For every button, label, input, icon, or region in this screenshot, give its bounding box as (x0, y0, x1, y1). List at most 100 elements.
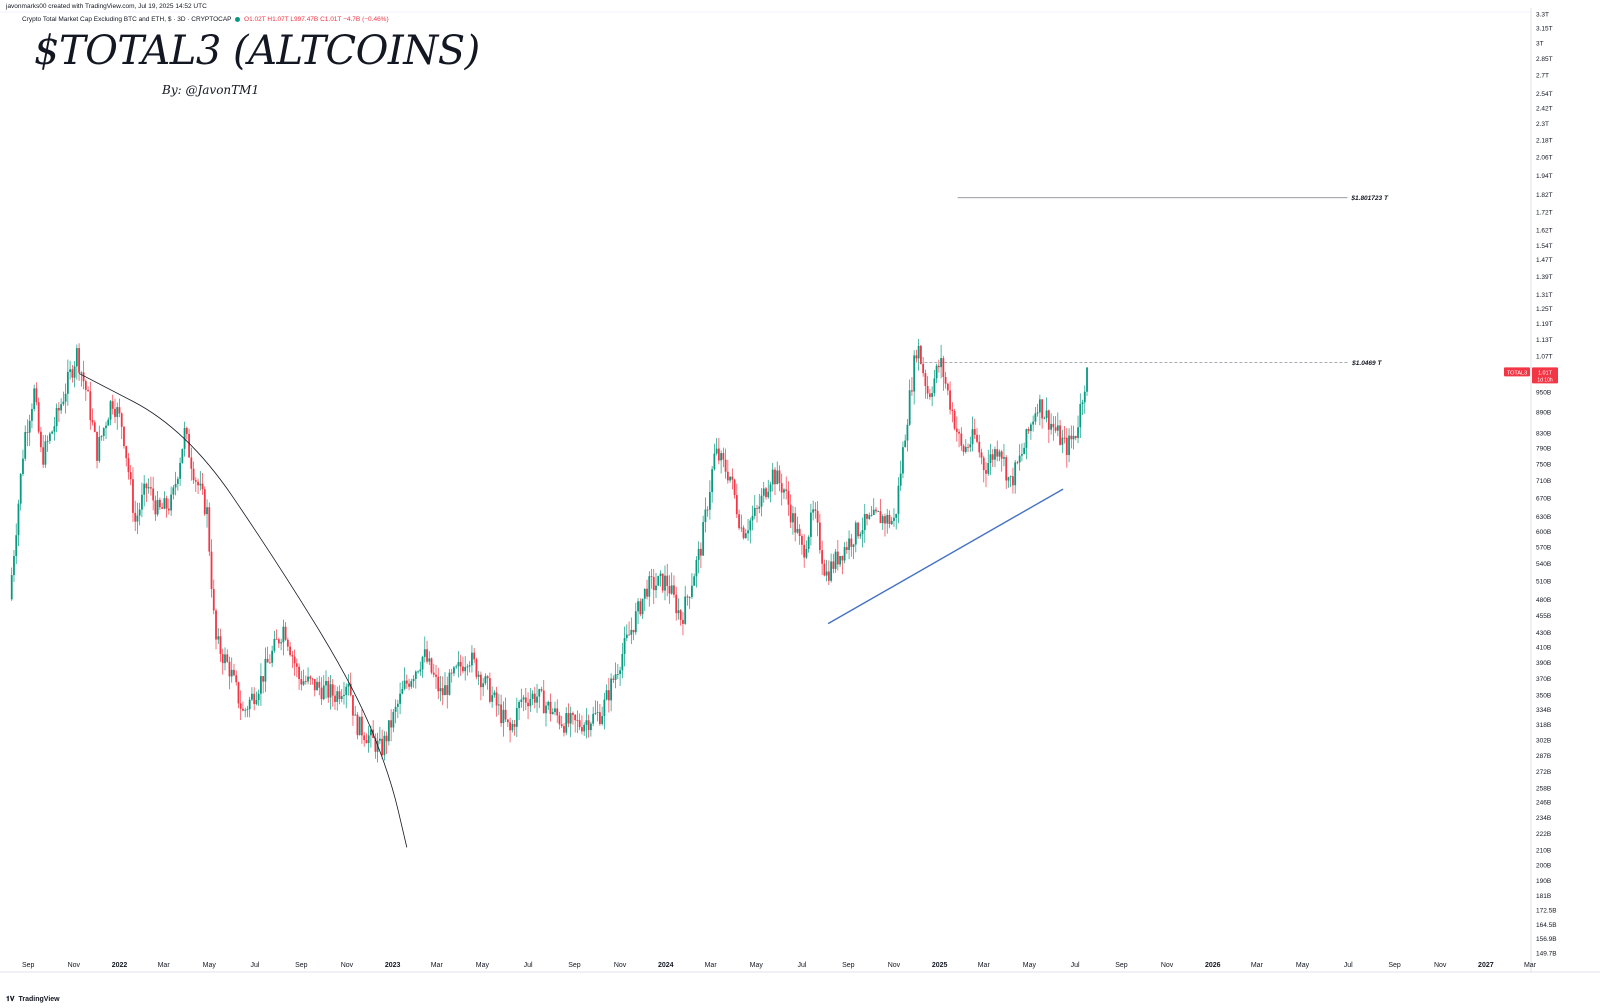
candle-body (787, 490, 790, 505)
status-dot-icon (235, 16, 241, 22)
candle-body (197, 481, 199, 486)
candle-body (291, 655, 294, 657)
candle-body (722, 453, 725, 460)
candle-body (396, 703, 399, 707)
candle-body (497, 704, 500, 706)
candle-body (1012, 476, 1014, 486)
candle-body (282, 626, 285, 643)
candle-body (163, 498, 166, 509)
y-tick-label: 149.7B (1536, 951, 1557, 958)
candle-body (648, 576, 651, 597)
candle-body (625, 634, 628, 639)
y-tick-label: 670B (1536, 496, 1551, 503)
candle-body (457, 662, 460, 667)
candle-body (201, 483, 204, 490)
candle-body (700, 548, 702, 556)
candle-body (637, 601, 639, 612)
candle-body (679, 610, 682, 620)
candle-body (747, 530, 749, 534)
candle-body (118, 407, 121, 414)
ohlc-open: O1.02T (244, 16, 266, 23)
candle-body (158, 499, 161, 508)
y-tick-label: 318B (1536, 722, 1551, 729)
x-tick-label: 2025 (932, 962, 948, 969)
candle-body (870, 514, 873, 516)
candle-body (731, 476, 734, 480)
candle-body (863, 513, 866, 531)
candle-body (150, 487, 152, 489)
candle-body (872, 509, 875, 515)
candle-body (614, 674, 617, 680)
candle-body (798, 528, 801, 536)
candle-body (251, 693, 253, 700)
candle-body (551, 712, 554, 715)
candle-body (347, 683, 350, 687)
candle-body (15, 535, 18, 556)
x-tick-label: May (1023, 962, 1037, 969)
candle-body (895, 513, 898, 518)
candle-body (563, 726, 565, 733)
x-tick-label: Jul (797, 962, 806, 969)
y-tick-label: 2.42T (1536, 106, 1553, 113)
candle-body (989, 454, 992, 464)
candle-body (374, 737, 377, 752)
candle-body (596, 712, 599, 713)
candle-body (742, 527, 745, 539)
candle-body (210, 551, 213, 590)
x-tick-label: 2023 (385, 962, 401, 969)
x-tick-label: May (1296, 962, 1310, 969)
candle-body (845, 547, 848, 550)
candle-body (89, 391, 92, 421)
x-tick-label: Sep (842, 962, 855, 969)
price-badge-countdown: 1d 10h (1537, 377, 1553, 383)
candle-body (331, 684, 334, 696)
candle-body (62, 401, 65, 405)
y-tick-label: 600B (1536, 529, 1551, 536)
candle-body (419, 669, 422, 672)
y-tick-label: 172.5B (1536, 907, 1557, 914)
y-tick-label: 2.18T (1536, 137, 1553, 144)
candle-body (293, 656, 296, 664)
candle-body (834, 551, 837, 569)
candle-body (421, 656, 424, 670)
candle-body (224, 654, 226, 664)
candle-body (506, 719, 509, 723)
candle-body (334, 695, 336, 702)
candle-body (542, 690, 545, 714)
candle-body (1007, 477, 1010, 481)
candle-body (991, 454, 994, 460)
brand-label: TradingView (18, 996, 60, 1003)
candle-body (780, 483, 783, 493)
candle-body (783, 489, 785, 493)
candle-body (459, 662, 462, 667)
candle-body (607, 690, 610, 701)
tradingview-brand: 𝟏𝐕 TradingView (6, 996, 60, 1004)
candle-body (468, 665, 471, 667)
candle-body (361, 716, 363, 736)
candle-body (284, 626, 287, 640)
candle-body (387, 720, 390, 742)
y-tick-label: 3.3T (1536, 12, 1549, 19)
candle-body (794, 513, 797, 533)
candle-body (810, 512, 812, 537)
candle-body (354, 714, 357, 716)
candle-body (881, 516, 884, 524)
candle-body (1036, 412, 1039, 414)
candle-body (998, 451, 1001, 457)
y-tick-label: 1.82T (1536, 192, 1553, 199)
candle-body (1047, 410, 1050, 430)
candle-body (298, 666, 300, 680)
candle-body (677, 610, 680, 614)
candle-body (235, 675, 238, 683)
candle-body (720, 453, 723, 461)
candle-body (994, 449, 996, 460)
x-tick-label: Jul (1071, 962, 1080, 969)
candle-body (657, 576, 660, 586)
y-tick-label: 890B (1536, 409, 1551, 416)
y-tick-label: 410B (1536, 645, 1551, 652)
candle-body (55, 407, 58, 427)
symbol-description: Crypto Total Market Cap Excluding BTC an… (22, 16, 232, 23)
candle-body (917, 345, 920, 359)
candle-body (655, 585, 657, 591)
